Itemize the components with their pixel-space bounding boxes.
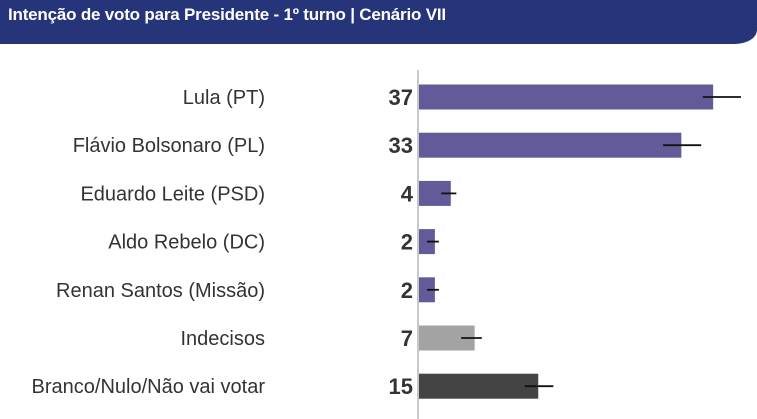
category-label: Indecisos <box>181 328 266 350</box>
value-label: 4 <box>401 181 414 206</box>
value-label: 15 <box>389 374 413 399</box>
value-label: 2 <box>401 230 413 255</box>
category-label: Renan Santos (Missão) <box>56 280 265 302</box>
category-label: Branco/Nulo/Não vai votar <box>32 376 266 398</box>
bar <box>419 84 714 110</box>
value-label: 2 <box>401 278 413 303</box>
chart-header: Intenção de voto para Presidente - 1º tu… <box>0 0 757 44</box>
chart-title: Intenção de voto para Presidente - 1º tu… <box>8 5 446 24</box>
bar <box>419 132 682 158</box>
value-label: 37 <box>389 85 413 110</box>
category-label: Eduardo Leite (PSD) <box>80 183 265 205</box>
category-label: Lula (PT) <box>183 87 265 109</box>
value-label: 33 <box>389 133 413 158</box>
category-label: Flávio Bolsonaro (PL) <box>73 135 265 157</box>
category-label: Aldo Rebelo (DC) <box>108 232 265 254</box>
bar <box>419 373 539 399</box>
value-label: 7 <box>401 326 413 351</box>
